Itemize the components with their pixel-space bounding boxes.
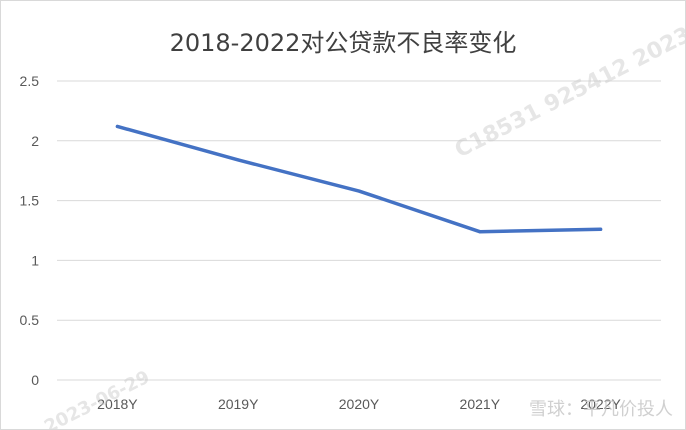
- y-tick-label: 2.5: [20, 73, 40, 89]
- x-tick-label: 2020Y: [339, 396, 380, 412]
- x-tick-label: 2021Y: [460, 396, 501, 412]
- x-tick-label: 2022Y: [580, 396, 621, 412]
- y-tick-label: 2: [31, 133, 39, 149]
- chart-title: 2018-2022对公贷款不良率变化: [169, 29, 517, 57]
- data-point: [478, 230, 482, 234]
- x-tick-label: 2019Y: [218, 396, 259, 412]
- y-tick-label: 0.5: [20, 312, 40, 328]
- data-point: [115, 124, 119, 128]
- data-point: [357, 189, 361, 193]
- y-tick-label: 1: [31, 252, 39, 268]
- series-line: [115, 124, 603, 234]
- data-point: [236, 158, 240, 162]
- y-tick-label: 1.5: [20, 193, 40, 209]
- watermark-brand: 雪球：平凡价投人: [529, 399, 673, 420]
- y-tick-label: 0: [31, 372, 39, 388]
- x-tick-label: 2018Y: [97, 396, 138, 412]
- data-point: [599, 227, 603, 231]
